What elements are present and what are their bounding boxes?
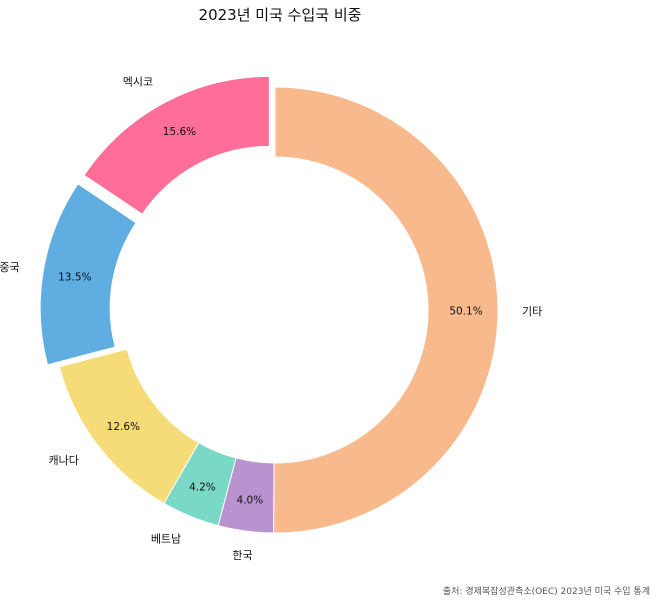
- category-label-0: 기타: [522, 305, 542, 318]
- donut-slice-4: [39, 183, 137, 366]
- percent-label-2: 4.2%: [189, 482, 216, 494]
- source-note: 출처: 경제복잡성관측소(OEC) 2023년 미국 수입 통계: [443, 585, 650, 597]
- category-label-1: 한국: [232, 549, 252, 562]
- percent-label-3: 12.6%: [107, 421, 140, 433]
- chart-title: 2023년 미국 수입국 비중: [199, 6, 362, 24]
- category-label-4: 중국: [0, 261, 20, 274]
- percent-label-1: 4.0%: [237, 494, 264, 506]
- percent-label-0: 50.1%: [449, 306, 482, 318]
- percent-label-4: 13.5%: [58, 271, 91, 283]
- percent-label-5: 15.6%: [163, 126, 196, 138]
- donut-slice-0: [273, 86, 499, 534]
- donut-slice-3: [58, 348, 200, 505]
- donut-slice-5: [83, 75, 270, 215]
- labels-group: 50.1% 기타 4.0% 한국 4.2% 베트남 12.6% 캐나다 13.5% 중국 15.6%…: [0, 75, 542, 561]
- slices-group: [39, 75, 499, 534]
- category-label-5: 멕시코: [123, 75, 153, 88]
- category-label-3: 캐나다: [49, 454, 79, 467]
- category-label-2: 베트남: [151, 532, 181, 545]
